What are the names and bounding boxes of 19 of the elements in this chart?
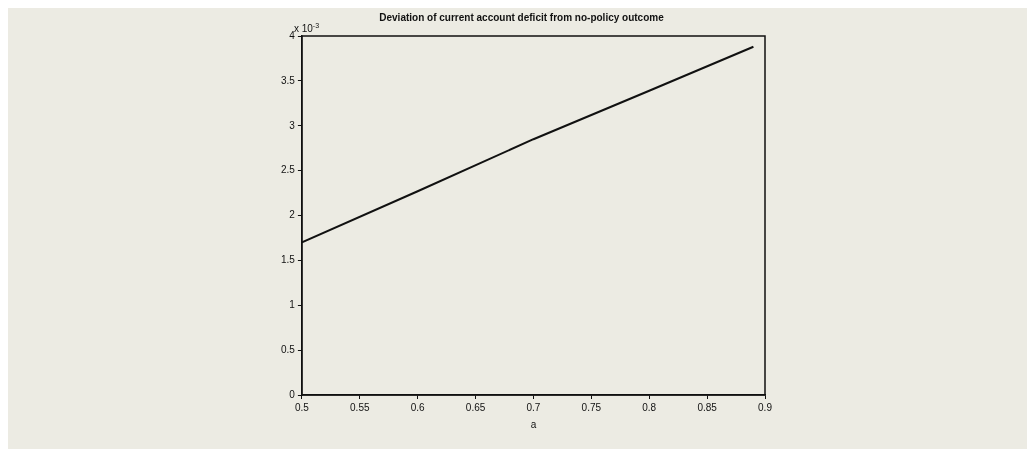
- x-tick-label: 0.65: [465, 401, 486, 413]
- x-tick-label: 0.6: [410, 401, 426, 413]
- y-tick-label: 1: [289, 299, 296, 310]
- x-tick-label: 0.7: [526, 401, 541, 413]
- y-tick-label: 4: [289, 29, 296, 41]
- y-tick-label: 2: [289, 209, 296, 221]
- x-tick-label: 0.9: [758, 401, 773, 413]
- y-tick-label: 1.5: [281, 254, 296, 266]
- y-tick-label: 2.5: [281, 164, 296, 176]
- y-tick-label: 0.5: [281, 343, 296, 355]
- x-tick-label: 0.75: [581, 401, 602, 413]
- chart-title: Deviation of current account deficit from no-policy outcome: [379, 11, 665, 23]
- x-tick-label: 0.85: [697, 401, 718, 413]
- y-tick-label: 0: [289, 388, 296, 400]
- x-axis-title: a: [530, 418, 537, 430]
- y-tick-label: 3: [289, 119, 296, 131]
- x-tick-label: 0.55: [350, 401, 370, 413]
- y-tick-label: 3.5: [281, 74, 296, 86]
- x-tick-label: 0.8: [642, 401, 657, 413]
